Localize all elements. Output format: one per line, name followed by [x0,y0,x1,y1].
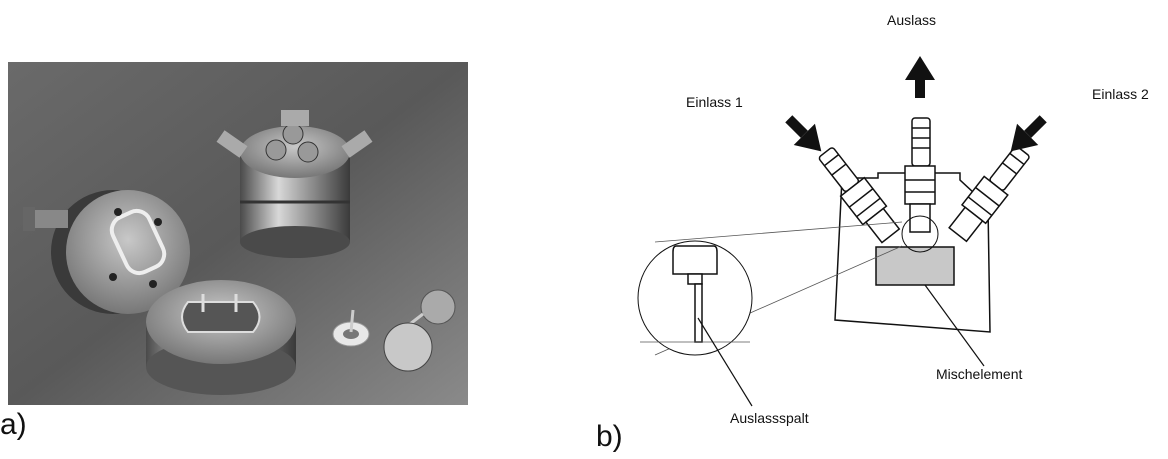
outlet-gap-leader [697,317,753,407]
magnified-detail [637,240,753,356]
inlet1-fitting [818,147,901,244]
panel-a-label: a) [0,408,27,441]
inlet2-label: Einlass 2 [1092,86,1149,102]
mixing-element [875,246,955,286]
mixing-element-leader [924,284,985,367]
small-parts [332,289,456,372]
mixer-photo [8,62,468,405]
assembled-mixer [216,110,373,258]
inlet1-label: Einlass 1 [686,94,743,110]
outlet-label: Auslass [887,12,937,28]
mixer-schematic [637,56,1047,407]
outlet-arrow-icon [905,56,935,98]
left-housing [23,190,190,314]
mixing-element-label: Mischelement [936,366,1023,382]
detail-circle-small [901,215,939,253]
inlet1-arrow-icon [785,115,822,152]
housing-outline [834,172,991,333]
panel-b-label: b) [596,420,623,453]
outlet-gap-label: Auslassspalt [730,410,809,426]
front-housing [146,280,296,395]
outlet-fitting [904,117,936,233]
inlet2-arrow-icon [1010,115,1047,152]
inlet2-fitting [948,145,1030,243]
